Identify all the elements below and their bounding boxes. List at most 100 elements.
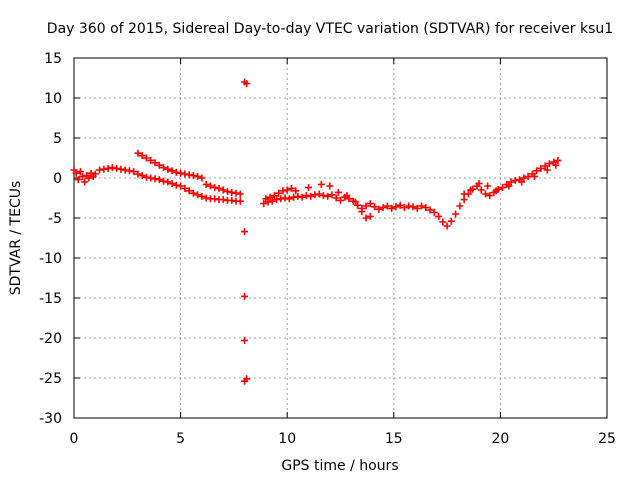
data-point [315,190,323,198]
data-point [371,203,379,211]
y-tick-label: -25 [39,371,62,387]
y-tick-label: 0 [53,171,62,187]
series-upper-trace [134,149,244,198]
data-point [142,154,150,162]
data-point [160,164,168,172]
data-point [362,202,370,210]
data-point [337,196,344,204]
data-point [181,184,189,192]
data-point [426,206,434,214]
data-point [287,184,295,192]
data-point [241,228,249,236]
data-point [447,217,455,225]
data-point [298,193,306,201]
grid-lines [74,58,607,418]
data-point [76,168,84,176]
data-point [545,160,553,168]
data-point [541,162,549,170]
data-point [520,174,528,182]
data-point [285,195,293,203]
data-point [507,178,515,186]
data-point [334,188,342,196]
y-tick-label: -15 [39,291,62,307]
x-axis-label: GPS time / hours [281,458,398,474]
data-point [292,187,300,195]
data-point [366,212,374,220]
data-point [533,167,541,175]
data-point [422,204,430,212]
data-point [326,182,334,190]
data-point [443,222,451,230]
data-point [241,292,249,300]
series-secondary-segment [262,161,560,222]
data-point [358,208,366,216]
data-point [268,197,276,205]
data-point [475,180,483,188]
x-tick-label: 15 [385,431,403,447]
data-point [134,149,142,157]
data-point [554,156,562,164]
data-point [85,174,93,182]
axis-ticks [73,57,608,419]
data-point [484,182,492,190]
plot-frame [73,57,608,419]
data-point [81,178,89,186]
data-point [452,210,460,218]
y-tick-label: -5 [48,211,62,227]
data-point [531,172,539,180]
data-point [194,172,202,180]
data-point [392,203,400,211]
data-point [91,170,99,178]
data-point [505,182,513,190]
data-point [151,159,159,167]
data-point [317,180,325,188]
data-point [275,189,283,197]
data-point [168,180,176,188]
data-point [324,192,332,200]
data-point [481,190,489,198]
data-point [202,180,210,188]
data-point [134,170,142,178]
data-point [155,176,163,184]
data-point [198,174,206,182]
data-point [270,192,278,200]
x-tick-label: 10 [278,431,296,447]
data-point [524,172,532,180]
data-point [375,205,383,213]
data-point [467,186,475,194]
data-point [185,187,193,195]
x-tick-label: 5 [176,431,185,447]
data-point [243,375,251,383]
data-point [177,182,185,190]
series-isolated-points-near-8-h [241,78,251,385]
data-point [362,214,370,222]
x-tick-label: 25 [598,431,616,447]
data-point [477,186,485,194]
data-point [168,167,176,175]
data-point [400,204,408,212]
data-point [262,195,270,203]
data-point [74,176,82,184]
data-point [206,182,214,190]
data-point [164,165,172,173]
data-point [236,197,244,205]
data-point [307,192,315,200]
data-point [260,200,268,208]
data-point [518,178,526,186]
data-point [430,208,438,216]
data-point [164,178,172,186]
data-point [552,161,560,169]
data-point [243,80,251,88]
data-point [72,169,80,177]
y-tick-label: 5 [53,131,62,147]
data-point [388,204,396,212]
chart-title: Day 360 of 2015, Sidereal Day-to-day VTE… [47,21,613,37]
data-point [383,202,391,210]
data-point [236,190,244,198]
y-tick-label: -10 [39,251,62,267]
data-point [332,194,340,202]
data-point [189,189,197,197]
data-point [543,166,551,174]
x-tick-label: 20 [491,431,509,447]
